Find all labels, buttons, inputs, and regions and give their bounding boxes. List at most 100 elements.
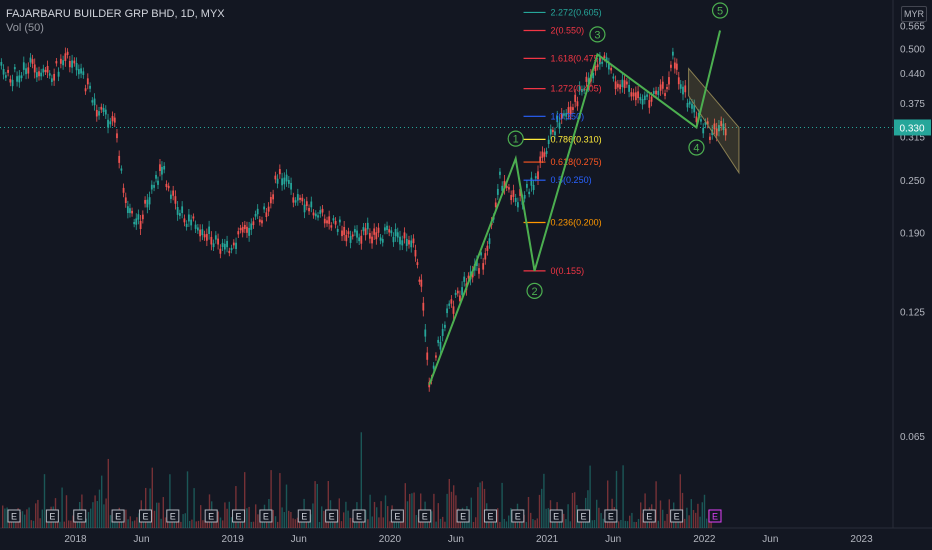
earnings-event-marker bbox=[604, 509, 618, 523]
candle-body bbox=[336, 228, 339, 232]
candle-body bbox=[133, 221, 136, 225]
candle-body bbox=[488, 238, 491, 244]
fib-level-label: 2.272(0.605) bbox=[551, 7, 602, 17]
volume-bar bbox=[646, 521, 648, 528]
candle-body bbox=[547, 139, 550, 145]
candle-body bbox=[675, 63, 678, 70]
earnings-event-label: E bbox=[422, 512, 428, 522]
volume-bar bbox=[404, 483, 406, 528]
volume-bar bbox=[299, 521, 301, 528]
volume-bar bbox=[134, 520, 136, 528]
candle-body bbox=[248, 227, 251, 236]
earnings-event-label: E bbox=[11, 512, 17, 522]
volume-bar bbox=[219, 517, 222, 528]
volume-bar bbox=[217, 511, 219, 528]
candle-body bbox=[574, 94, 577, 102]
volume-bar bbox=[587, 490, 589, 528]
volume-bar bbox=[158, 502, 160, 528]
volume-bar bbox=[554, 521, 556, 528]
volume-bar bbox=[664, 520, 666, 528]
earnings-event-marker bbox=[204, 509, 218, 523]
volume-bar bbox=[662, 509, 664, 528]
earnings-event-marker bbox=[511, 509, 525, 523]
volume-bar bbox=[536, 518, 538, 528]
volume-bar bbox=[347, 510, 349, 528]
volume-bar bbox=[435, 521, 437, 528]
volume-bar bbox=[494, 518, 497, 528]
candle-body bbox=[519, 189, 522, 196]
candle-body bbox=[192, 216, 195, 219]
volume-bar bbox=[569, 521, 571, 528]
candle-body bbox=[299, 197, 301, 200]
volume-bar bbox=[312, 503, 314, 528]
last-price-label: 0.330 bbox=[899, 123, 924, 134]
candle-body bbox=[563, 113, 565, 116]
earnings-event-label: E bbox=[142, 512, 148, 522]
fib-level-label: 1(0.350) bbox=[551, 111, 585, 121]
volume-bar bbox=[582, 520, 585, 528]
candle-body bbox=[353, 229, 356, 233]
volume-bar bbox=[35, 503, 37, 528]
volume-bar bbox=[503, 518, 505, 528]
earnings-event-marker bbox=[549, 509, 563, 523]
candle-body bbox=[720, 121, 723, 127]
volume-bar bbox=[21, 511, 24, 528]
volume-bar bbox=[699, 516, 701, 528]
volume-bar bbox=[59, 521, 61, 528]
volume-bar bbox=[182, 514, 184, 528]
earnings-event-marker bbox=[325, 509, 339, 523]
volume-bar bbox=[455, 495, 457, 528]
volume-bar bbox=[83, 517, 85, 528]
candle-body bbox=[478, 268, 480, 274]
wave-marker-label: 3 bbox=[594, 29, 600, 41]
candle-body bbox=[379, 237, 382, 241]
y-tick-label: 0.565 bbox=[900, 21, 925, 32]
candle-body bbox=[657, 90, 660, 95]
candle-body bbox=[107, 119, 109, 128]
candle-body bbox=[643, 95, 646, 101]
volume-bar bbox=[552, 520, 554, 528]
candle-body bbox=[630, 92, 633, 97]
volume-bar bbox=[510, 508, 512, 528]
candle-body bbox=[503, 180, 506, 189]
volume-bar bbox=[162, 497, 164, 528]
volume-bar bbox=[200, 505, 202, 528]
earnings-event-marker bbox=[418, 509, 432, 523]
earnings-event-label: E bbox=[581, 512, 587, 522]
volume-bar bbox=[261, 521, 263, 528]
volume-bar bbox=[235, 486, 237, 528]
candle-body bbox=[261, 220, 263, 224]
candle-body bbox=[42, 68, 45, 73]
volume-bar bbox=[13, 521, 15, 528]
candle-body bbox=[532, 184, 535, 191]
candle-body bbox=[116, 133, 118, 139]
candle-body bbox=[366, 222, 369, 230]
candle-body bbox=[278, 169, 281, 175]
candle-body bbox=[170, 194, 172, 199]
volume-bar bbox=[591, 520, 593, 528]
volume-bar bbox=[483, 488, 486, 528]
volume-bar bbox=[323, 510, 325, 528]
candle-body bbox=[95, 109, 98, 117]
candle-body bbox=[432, 365, 435, 369]
volume-bar bbox=[340, 521, 343, 528]
wave-marker-label: 4 bbox=[693, 142, 699, 154]
candle-body bbox=[48, 73, 51, 76]
volume-bar bbox=[668, 499, 670, 528]
volume-bar bbox=[589, 465, 591, 528]
candle-body bbox=[659, 84, 662, 91]
volume-bar bbox=[63, 521, 65, 528]
currency-badge[interactable]: MYR bbox=[901, 6, 927, 22]
volume-bar bbox=[692, 510, 695, 528]
candle-body bbox=[243, 224, 246, 230]
candle-body bbox=[414, 250, 417, 257]
candle-body bbox=[358, 237, 361, 242]
volume-bar bbox=[30, 520, 32, 528]
candle-body bbox=[614, 81, 617, 90]
volume-bar bbox=[459, 519, 461, 528]
candle-body bbox=[450, 299, 453, 304]
candle-body bbox=[131, 210, 133, 214]
volume-bar bbox=[334, 521, 336, 528]
candle-body bbox=[619, 84, 622, 90]
